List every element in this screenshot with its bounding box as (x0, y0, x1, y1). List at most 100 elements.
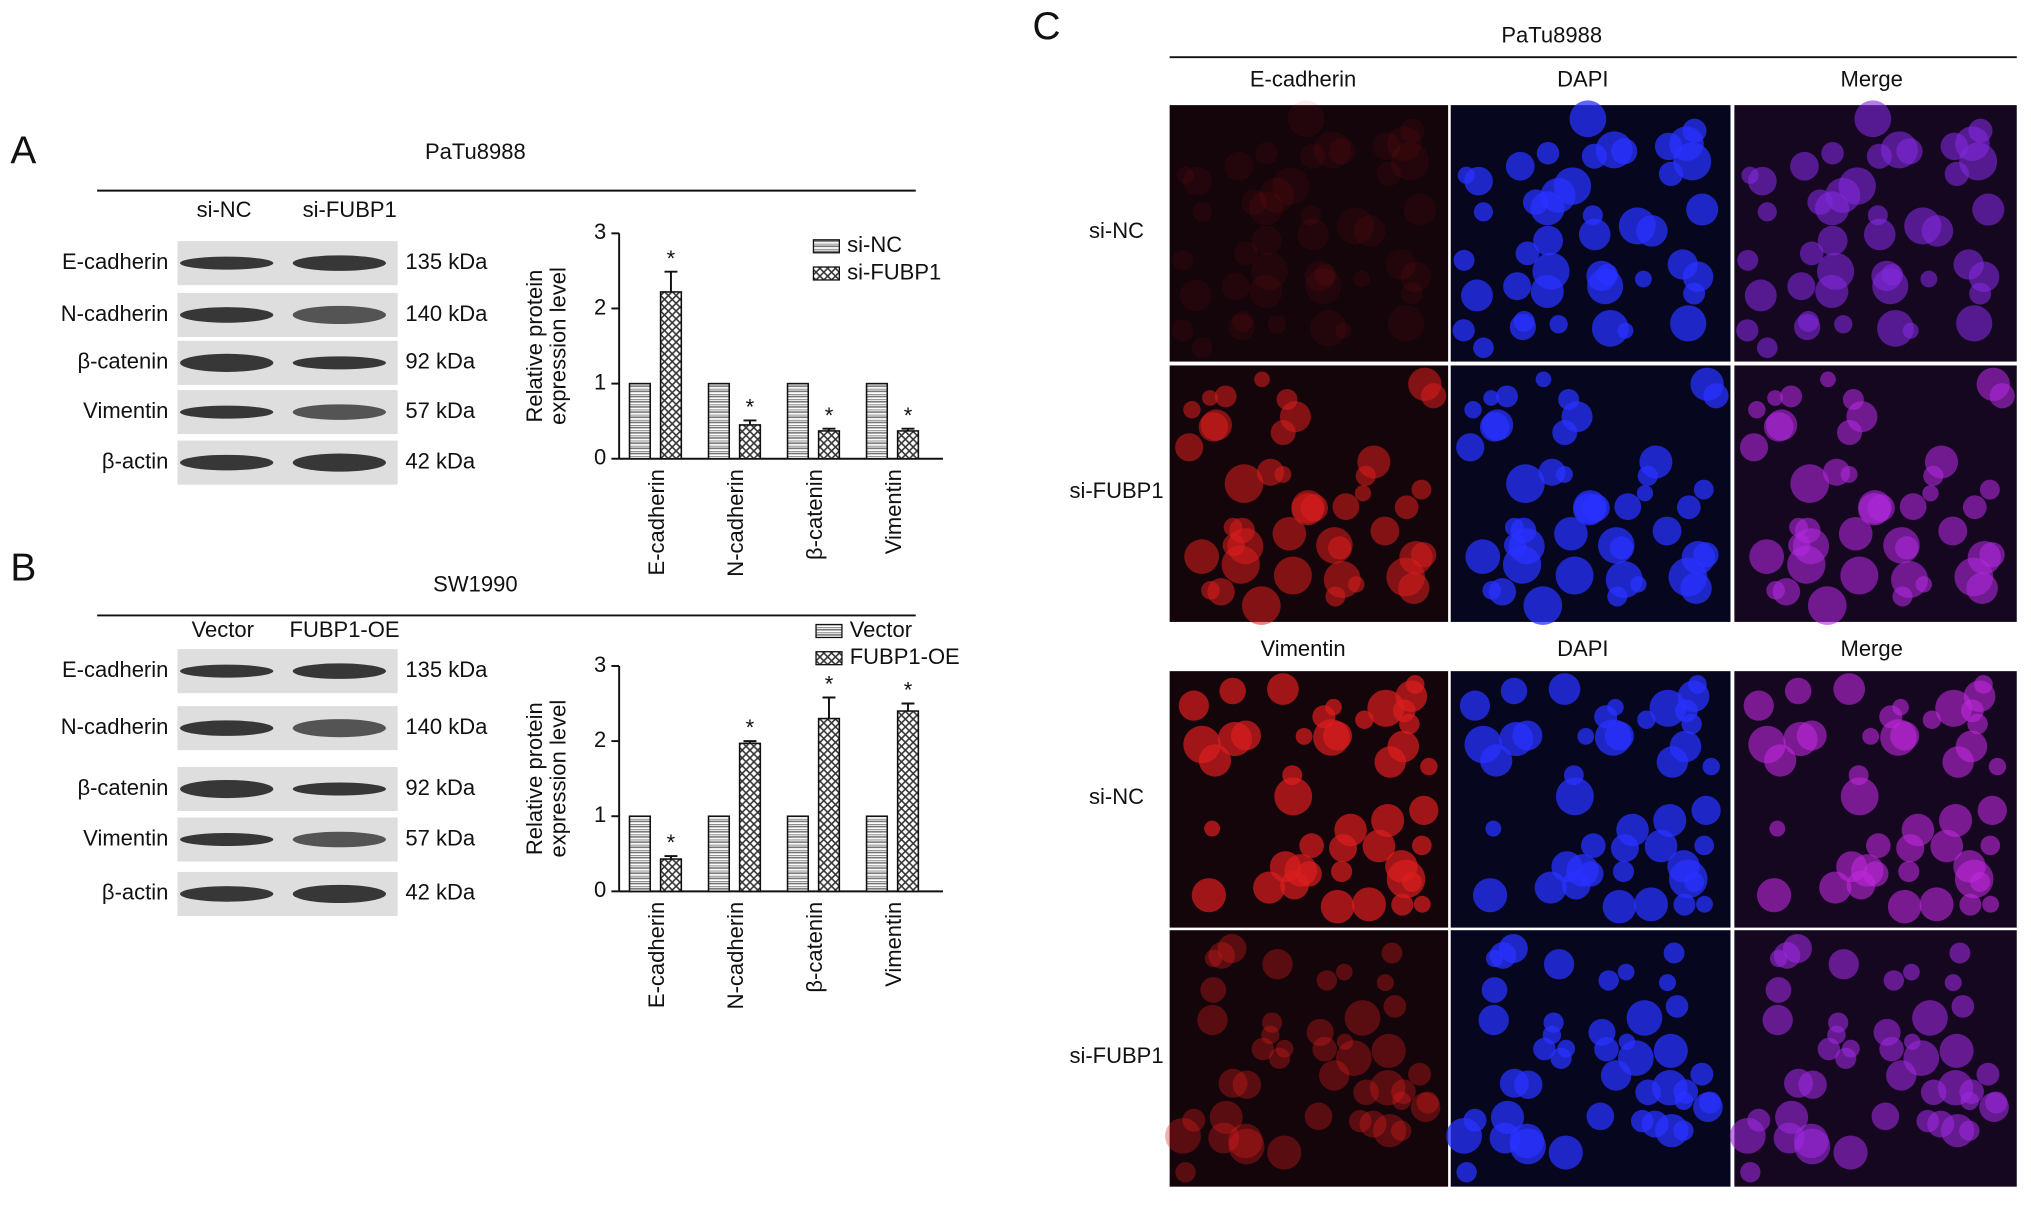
cell (1690, 1062, 1714, 1086)
cell (1171, 319, 1194, 342)
cell (1607, 586, 1628, 607)
legend-label: FUBP1-OE (850, 644, 960, 669)
cell (1840, 556, 1879, 595)
cell (1367, 689, 1405, 727)
cell (1232, 1070, 1262, 1099)
cell (1953, 249, 1984, 280)
cell (1398, 572, 1430, 604)
cell (1838, 167, 1876, 205)
size-label: 140 kDa (405, 301, 488, 326)
significance: * (667, 246, 676, 271)
x-tick-label: N-cadherin (723, 469, 748, 577)
band (292, 663, 386, 679)
bar (817, 717, 841, 893)
cell (1656, 746, 1689, 778)
cell (1790, 151, 1819, 181)
cell (1228, 1128, 1265, 1165)
cell (1464, 725, 1502, 764)
cell (1795, 517, 1821, 544)
cell (1272, 167, 1310, 205)
legend-swatch (812, 239, 840, 254)
cell (1610, 834, 1639, 863)
bar (896, 430, 920, 460)
cell (1694, 835, 1714, 856)
cell (1644, 829, 1678, 863)
cell (1921, 215, 1954, 247)
cell (1748, 401, 1766, 419)
cell (1371, 1033, 1406, 1068)
cell (1617, 322, 1634, 339)
x-tick-label: Vimentin (881, 469, 906, 554)
y-tick-label: 1 (594, 369, 606, 394)
protein-label: β-catenin (77, 775, 168, 800)
cell (1413, 895, 1431, 913)
size-label: 57 kDa (405, 398, 475, 423)
cell (1744, 279, 1777, 312)
band (292, 782, 386, 796)
cell (1391, 893, 1414, 916)
band (180, 779, 274, 799)
cell (1765, 977, 1792, 1003)
panel-letter: B (10, 546, 36, 589)
cell (1653, 1033, 1688, 1068)
cell (1523, 586, 1563, 625)
cell (1391, 1079, 1416, 1104)
cell (1488, 578, 1517, 606)
cell (1979, 479, 2000, 500)
cell (1207, 578, 1235, 606)
significance: * (746, 395, 755, 420)
cell (1452, 319, 1475, 342)
y-tick-label: 1 (594, 802, 606, 827)
cell (1208, 942, 1236, 969)
cell (1985, 1091, 2008, 1114)
cell (1401, 871, 1422, 892)
cell (1820, 371, 1836, 388)
cell (1297, 218, 1329, 251)
cell (1784, 1068, 1814, 1098)
cell (1267, 315, 1287, 334)
cell (1591, 309, 1629, 347)
row-label: si-NC (1089, 784, 1144, 809)
cell (1217, 934, 1247, 964)
x-tick-label: β-catenin (802, 469, 827, 560)
bar (786, 382, 810, 460)
cell (1573, 493, 1606, 526)
cell (1200, 977, 1227, 1003)
cell (1312, 1036, 1337, 1062)
cell (1533, 225, 1564, 256)
cell (1554, 516, 1588, 551)
cell (1485, 820, 1502, 837)
cell (1773, 942, 1801, 969)
cell (1594, 705, 1618, 729)
cell (1842, 388, 1864, 410)
cell (1569, 100, 1607, 138)
bar (628, 382, 652, 460)
protein-label: Vimentin (83, 825, 168, 850)
cell (1249, 274, 1283, 309)
y-tick-label: 0 (594, 445, 606, 470)
column-header: Merge (1841, 66, 1903, 91)
cell (1890, 721, 1920, 751)
cell (1542, 1025, 1562, 1045)
cell (1972, 193, 2005, 226)
cell (1461, 279, 1493, 312)
x-tick-label: Vimentin (881, 902, 906, 987)
cell (1204, 820, 1221, 837)
cell (1268, 1047, 1291, 1069)
cell (1320, 889, 1355, 924)
cell (1372, 132, 1401, 161)
cell (1617, 963, 1635, 981)
band (292, 719, 386, 738)
cell (1304, 260, 1335, 292)
cell (1272, 516, 1307, 551)
cell (1373, 1113, 1407, 1148)
column-header: E-cadherin (1250, 66, 1356, 91)
cell (1332, 493, 1360, 521)
panel-title: PaTu8988 (425, 139, 526, 164)
cell (1532, 252, 1570, 290)
cell (1316, 970, 1338, 991)
cell (1848, 765, 1869, 786)
cell (1183, 725, 1221, 764)
band (180, 833, 274, 847)
